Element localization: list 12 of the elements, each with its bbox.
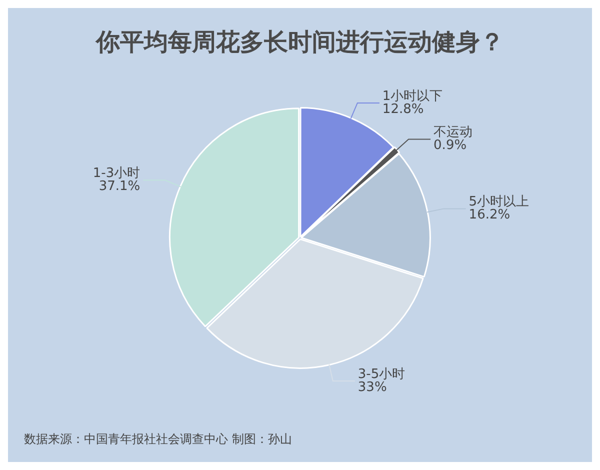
source-note: 数据来源：中国青年报社社会调查中心 制图：孙山 (24, 431, 292, 448)
data-label: 16.2% (468, 208, 510, 223)
slice-label: 1小时以下 (382, 88, 443, 104)
data-label: 37.1% (98, 179, 140, 194)
slice-label: 3-5小时 (358, 366, 406, 382)
slice-label: 1-3小时 (92, 166, 140, 182)
data-label: 12.8% (382, 102, 424, 117)
data-label: 0.9% (434, 138, 467, 154)
chart-title: 你平均每周花多长时间进行运动健身？ (94, 27, 505, 58)
data-label: 33% (358, 380, 387, 395)
slice-label: 不运动 (434, 125, 473, 140)
slice-label: 5小时以上 (468, 194, 530, 210)
